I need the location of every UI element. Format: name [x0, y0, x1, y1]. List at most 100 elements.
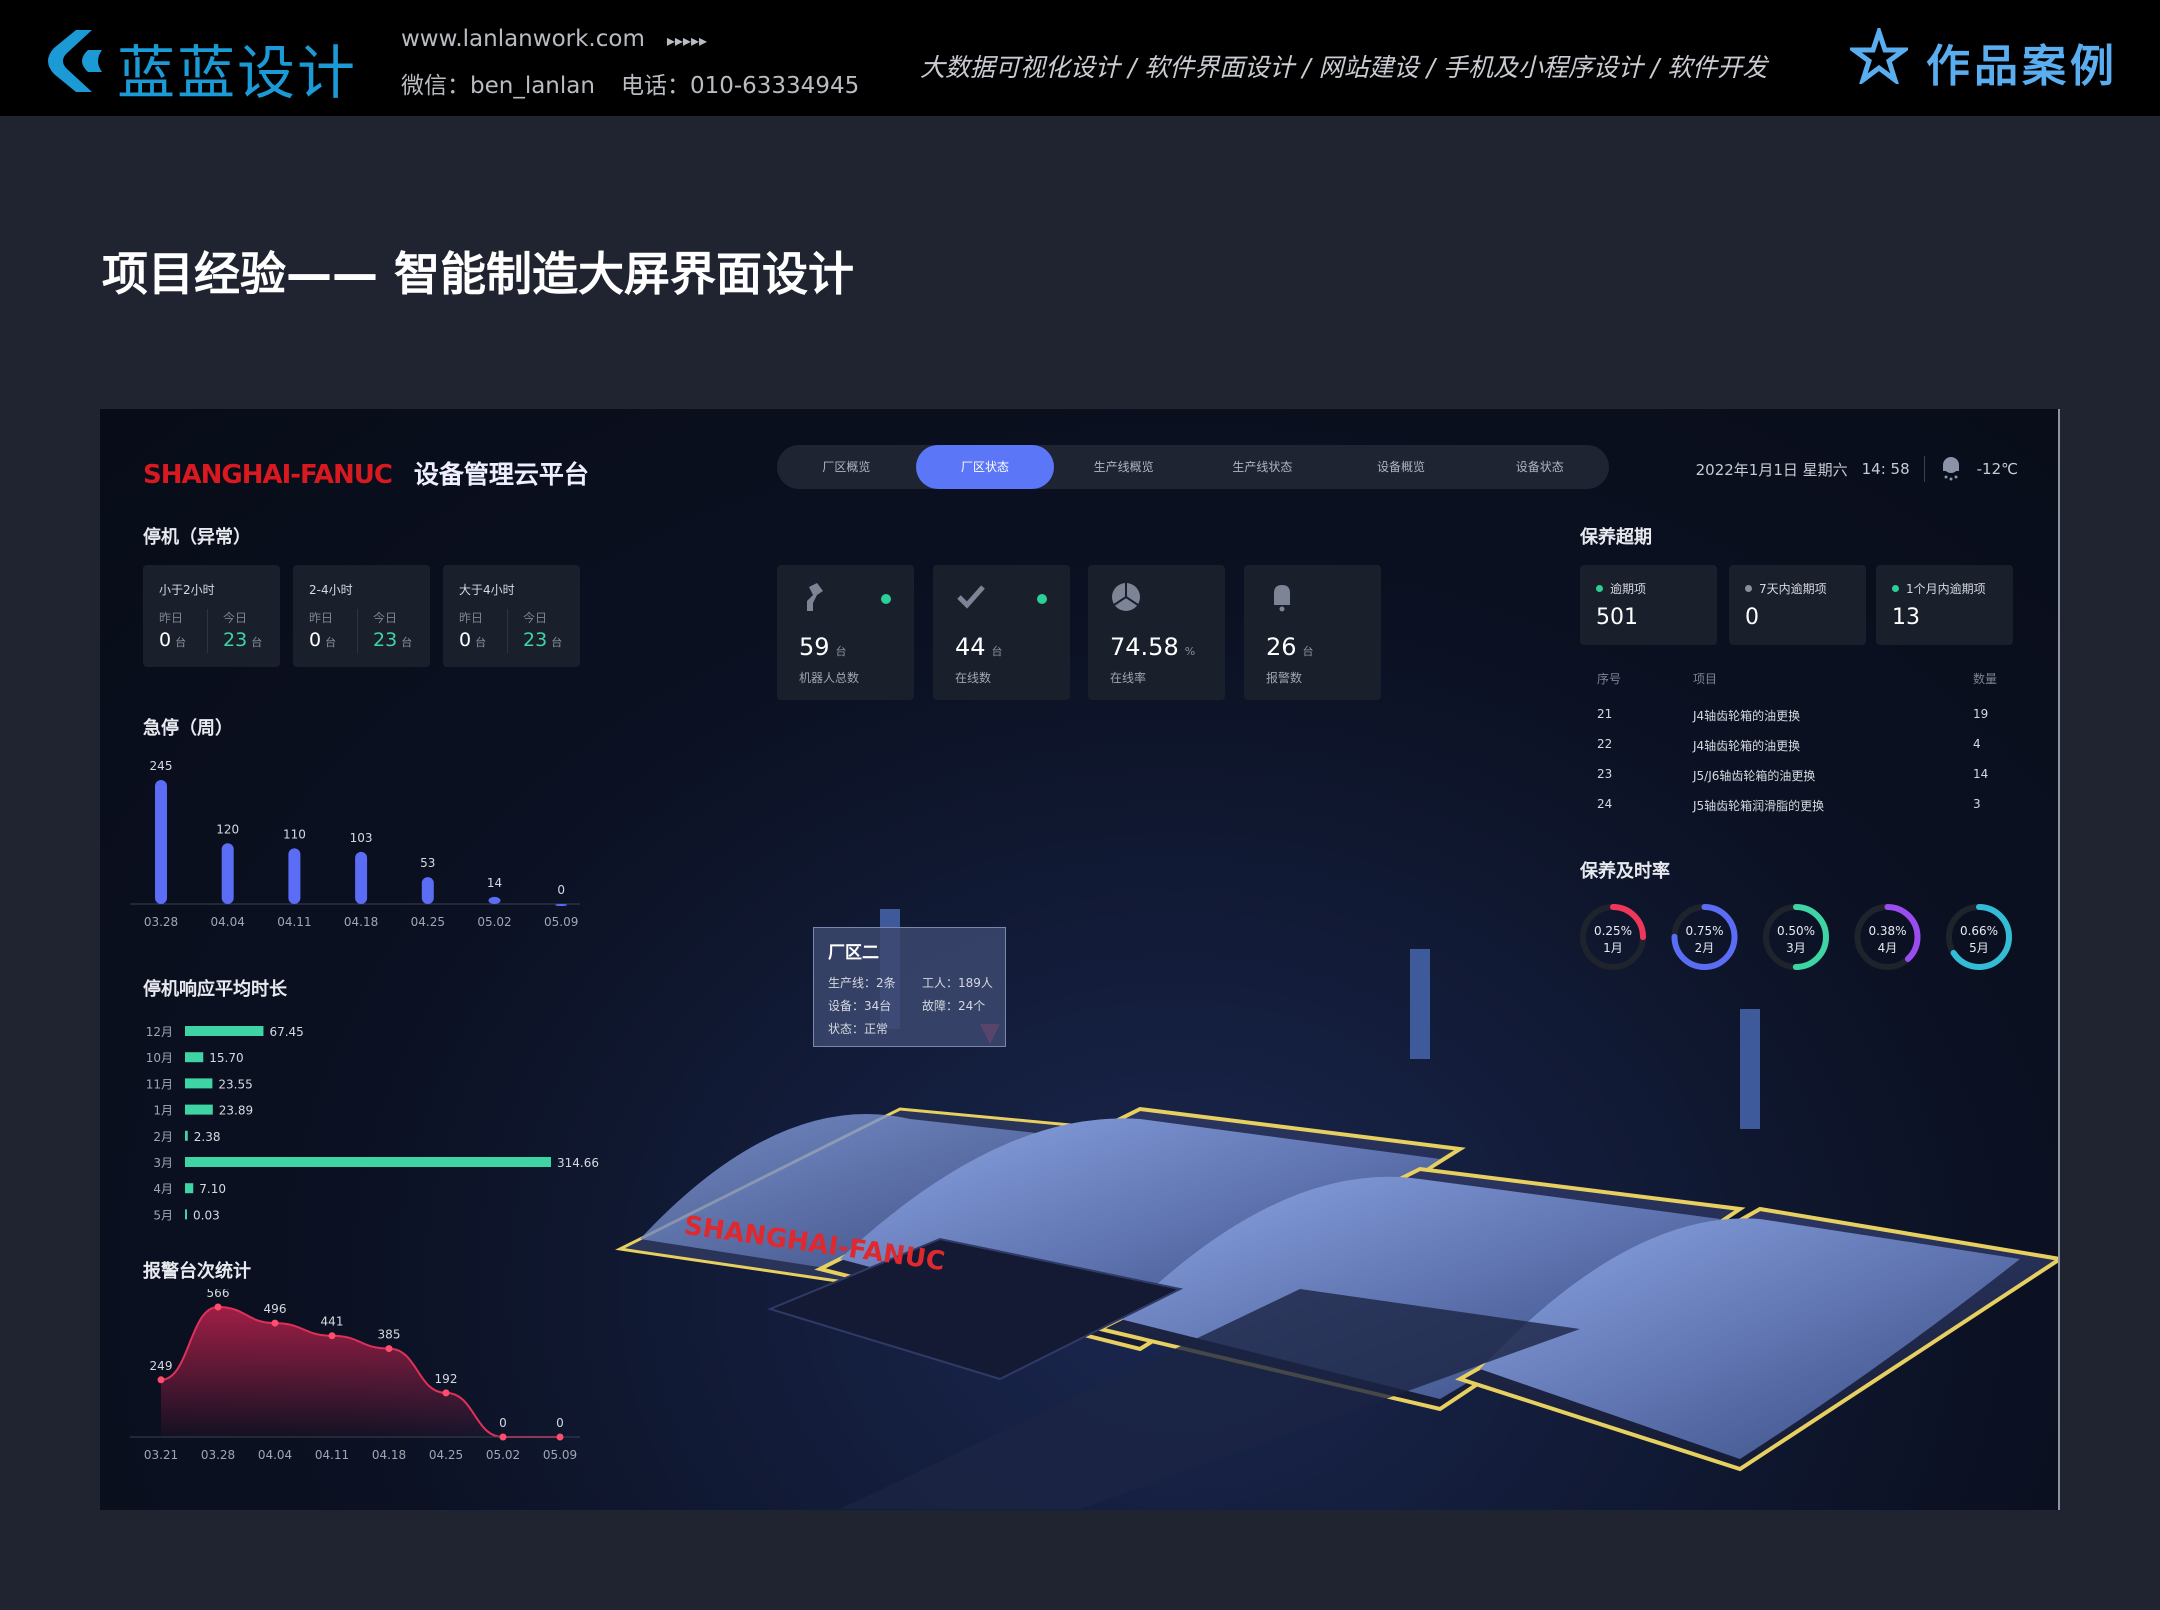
bar: [555, 904, 568, 906]
alarm-count-title: 报警台次统计: [143, 1261, 251, 1282]
data-point: [328, 1332, 336, 1340]
tooltip-title: 厂区二: [828, 943, 879, 963]
unit: 台: [175, 636, 187, 649]
pie-icon: [1112, 583, 1140, 611]
status-dot: [1596, 585, 1603, 592]
today-label: 今日: [373, 611, 398, 625]
snow-cloud-icon: [1942, 457, 1959, 481]
overdue-title: 保养超期: [1580, 527, 1652, 548]
data-label: 566: [207, 1289, 230, 1300]
tab-line-status[interactable]: 生产线状态: [1232, 460, 1293, 474]
table-row[interactable]: 21 J4轴齿轮箱的油更换 19: [1580, 705, 2058, 729]
data-label: 385: [378, 1328, 401, 1342]
yesterday-value: 0: [309, 629, 322, 651]
tab-device-status[interactable]: 设备状态: [1515, 460, 1564, 474]
y-tick-label: 3月: [153, 1156, 173, 1170]
tab-factory-overview[interactable]: 厂区概览: [822, 460, 871, 474]
bar: [155, 780, 167, 904]
bar: [185, 1104, 213, 1115]
table-header: 数量: [1973, 672, 1998, 686]
data-label: 23.55: [218, 1077, 252, 1091]
works-label[interactable]: 作品案例: [1926, 41, 2118, 92]
overdue-label: 7天内逾期项: [1759, 582, 1827, 596]
area-fill: [161, 1307, 560, 1437]
x-tick-label: 03.21: [144, 1448, 178, 1462]
emergency-stop-chart: 245 03.28 120 04.04 110 04.11 103 04.18 53 04.25 1…: [130, 759, 580, 929]
y-tick-label: 1月: [153, 1104, 173, 1118]
data-label: 314.66: [557, 1156, 599, 1170]
data-label: 110: [283, 827, 306, 841]
table-cell: 21: [1597, 707, 1613, 721]
status-row: 2022年1月1日 星期六 14: 58 -12℃: [1696, 455, 2018, 483]
table-header: 序号: [1597, 672, 1622, 686]
y-tick-label: 10月: [146, 1051, 173, 1065]
page-title: 项目经验—— 智能制造大屏界面设计: [102, 247, 855, 301]
ring-value: 0.38%: [1868, 924, 1906, 938]
overdue-card: 1个月内逾期项 13: [1876, 565, 2013, 645]
data-label: 0: [499, 1416, 507, 1430]
bar: [288, 848, 301, 904]
top-banner: 蓝蓝设计 www.lanlanwork.com ▸▸▸▸▸ 微信：ben_lan…: [0, 0, 2160, 116]
ring-month: 2月: [1695, 941, 1715, 955]
data-label: 120: [216, 822, 239, 836]
downtime-range: 2-4小时: [309, 583, 353, 597]
alarm-count-chart: 249 03.21 566 03.28 496 04.04 441 04.11 385 04.18…: [130, 1289, 580, 1462]
logo-text: 蓝蓝设计: [117, 39, 358, 107]
unit: 台: [475, 636, 487, 649]
data-point: [157, 1376, 165, 1384]
data-label: 0: [557, 883, 565, 897]
bar: [185, 1183, 194, 1194]
factory-tooltip: 厂区二 生产线：2条 工人：189人 设备：34台 故障：24个 状态：正常: [813, 927, 1006, 1047]
yesterday-label: 昨日: [159, 611, 184, 625]
kpi-label: 机器人总数: [799, 671, 860, 685]
tab-device-overview[interactable]: 设备概览: [1377, 460, 1426, 474]
tooltip-workers: 工人：189人: [922, 976, 993, 990]
table-cell: 3: [1973, 797, 1981, 811]
table-row[interactable]: 22 J4轴齿轮箱的油更换 4: [1580, 735, 2058, 759]
response-time-chart: 12月 67.45 10月 15.70 11月 23.55 1月 23.89 2月 2.38 3月 3…: [146, 1025, 599, 1222]
kpi-unit: 台: [1302, 645, 1314, 658]
kpi-unit: 台: [835, 645, 847, 658]
x-tick-label: 05.02: [486, 1448, 520, 1462]
table-row[interactable]: 23 J5/J6轴齿轮箱的油更换 14: [1580, 765, 2058, 789]
table-row[interactable]: 24 J5轴齿轮箱润滑脂的更换 3: [1580, 795, 2058, 819]
ring-arc: [1854, 904, 1921, 970]
yesterday-group: 0 台: [459, 629, 486, 651]
data-label: 441: [321, 1315, 344, 1329]
bar: [185, 1209, 187, 1220]
services-text: 大数据可视化设计 / 软件界面设计 / 网站建设 / 手机及小程序设计 / 软件…: [920, 53, 1768, 82]
platform-title: 设备管理云平台: [413, 460, 589, 489]
x-tick-label: 05.09: [544, 915, 578, 929]
x-tick-label: 04.11: [277, 915, 311, 929]
ring-month: 4月: [1878, 941, 1898, 955]
yesterday-group: 0 台: [159, 629, 186, 651]
bar: [421, 877, 434, 904]
data-label: 15.70: [209, 1051, 243, 1065]
tab-line-overview[interactable]: 生产线概览: [1093, 460, 1154, 474]
kpi-label: 在线率: [1110, 671, 1147, 685]
bar: [488, 896, 501, 904]
data-label: 103: [350, 831, 373, 845]
data-label: 245: [150, 759, 173, 773]
table-cell: 23: [1597, 767, 1613, 781]
yesterday-label: 昨日: [459, 611, 484, 625]
x-tick-label: 04.25: [411, 915, 445, 929]
kpi-card: 74.58 % 在线率: [1088, 565, 1225, 700]
y-tick-label: 2月: [153, 1130, 173, 1144]
robot-arm-icon: [807, 583, 823, 611]
tab-factory-status[interactable]: 厂区状态: [915, 445, 1055, 489]
status-dot: [881, 594, 891, 604]
kpi-card: 26 台 报警数: [1244, 565, 1381, 700]
ring-value: 0.25%: [1594, 924, 1632, 938]
yesterday-value: 0: [459, 629, 472, 651]
unit: 台: [251, 636, 263, 649]
kpi-value-group: 74.58 %: [1110, 633, 1195, 661]
x-tick-label: 04.11: [315, 1448, 349, 1462]
website-link[interactable]: www.lanlanwork.com: [401, 26, 645, 52]
downtime-card: 大于4小时 昨日 今日 0 台 23 台: [443, 565, 580, 667]
overdue-label: 1个月内逾期项: [1906, 582, 1986, 596]
time-text: 14: 58: [1861, 460, 1910, 478]
overdue-value: 13: [1892, 605, 1920, 630]
star-icon: [1850, 28, 1908, 84]
y-tick-label: 5月: [153, 1208, 173, 1222]
